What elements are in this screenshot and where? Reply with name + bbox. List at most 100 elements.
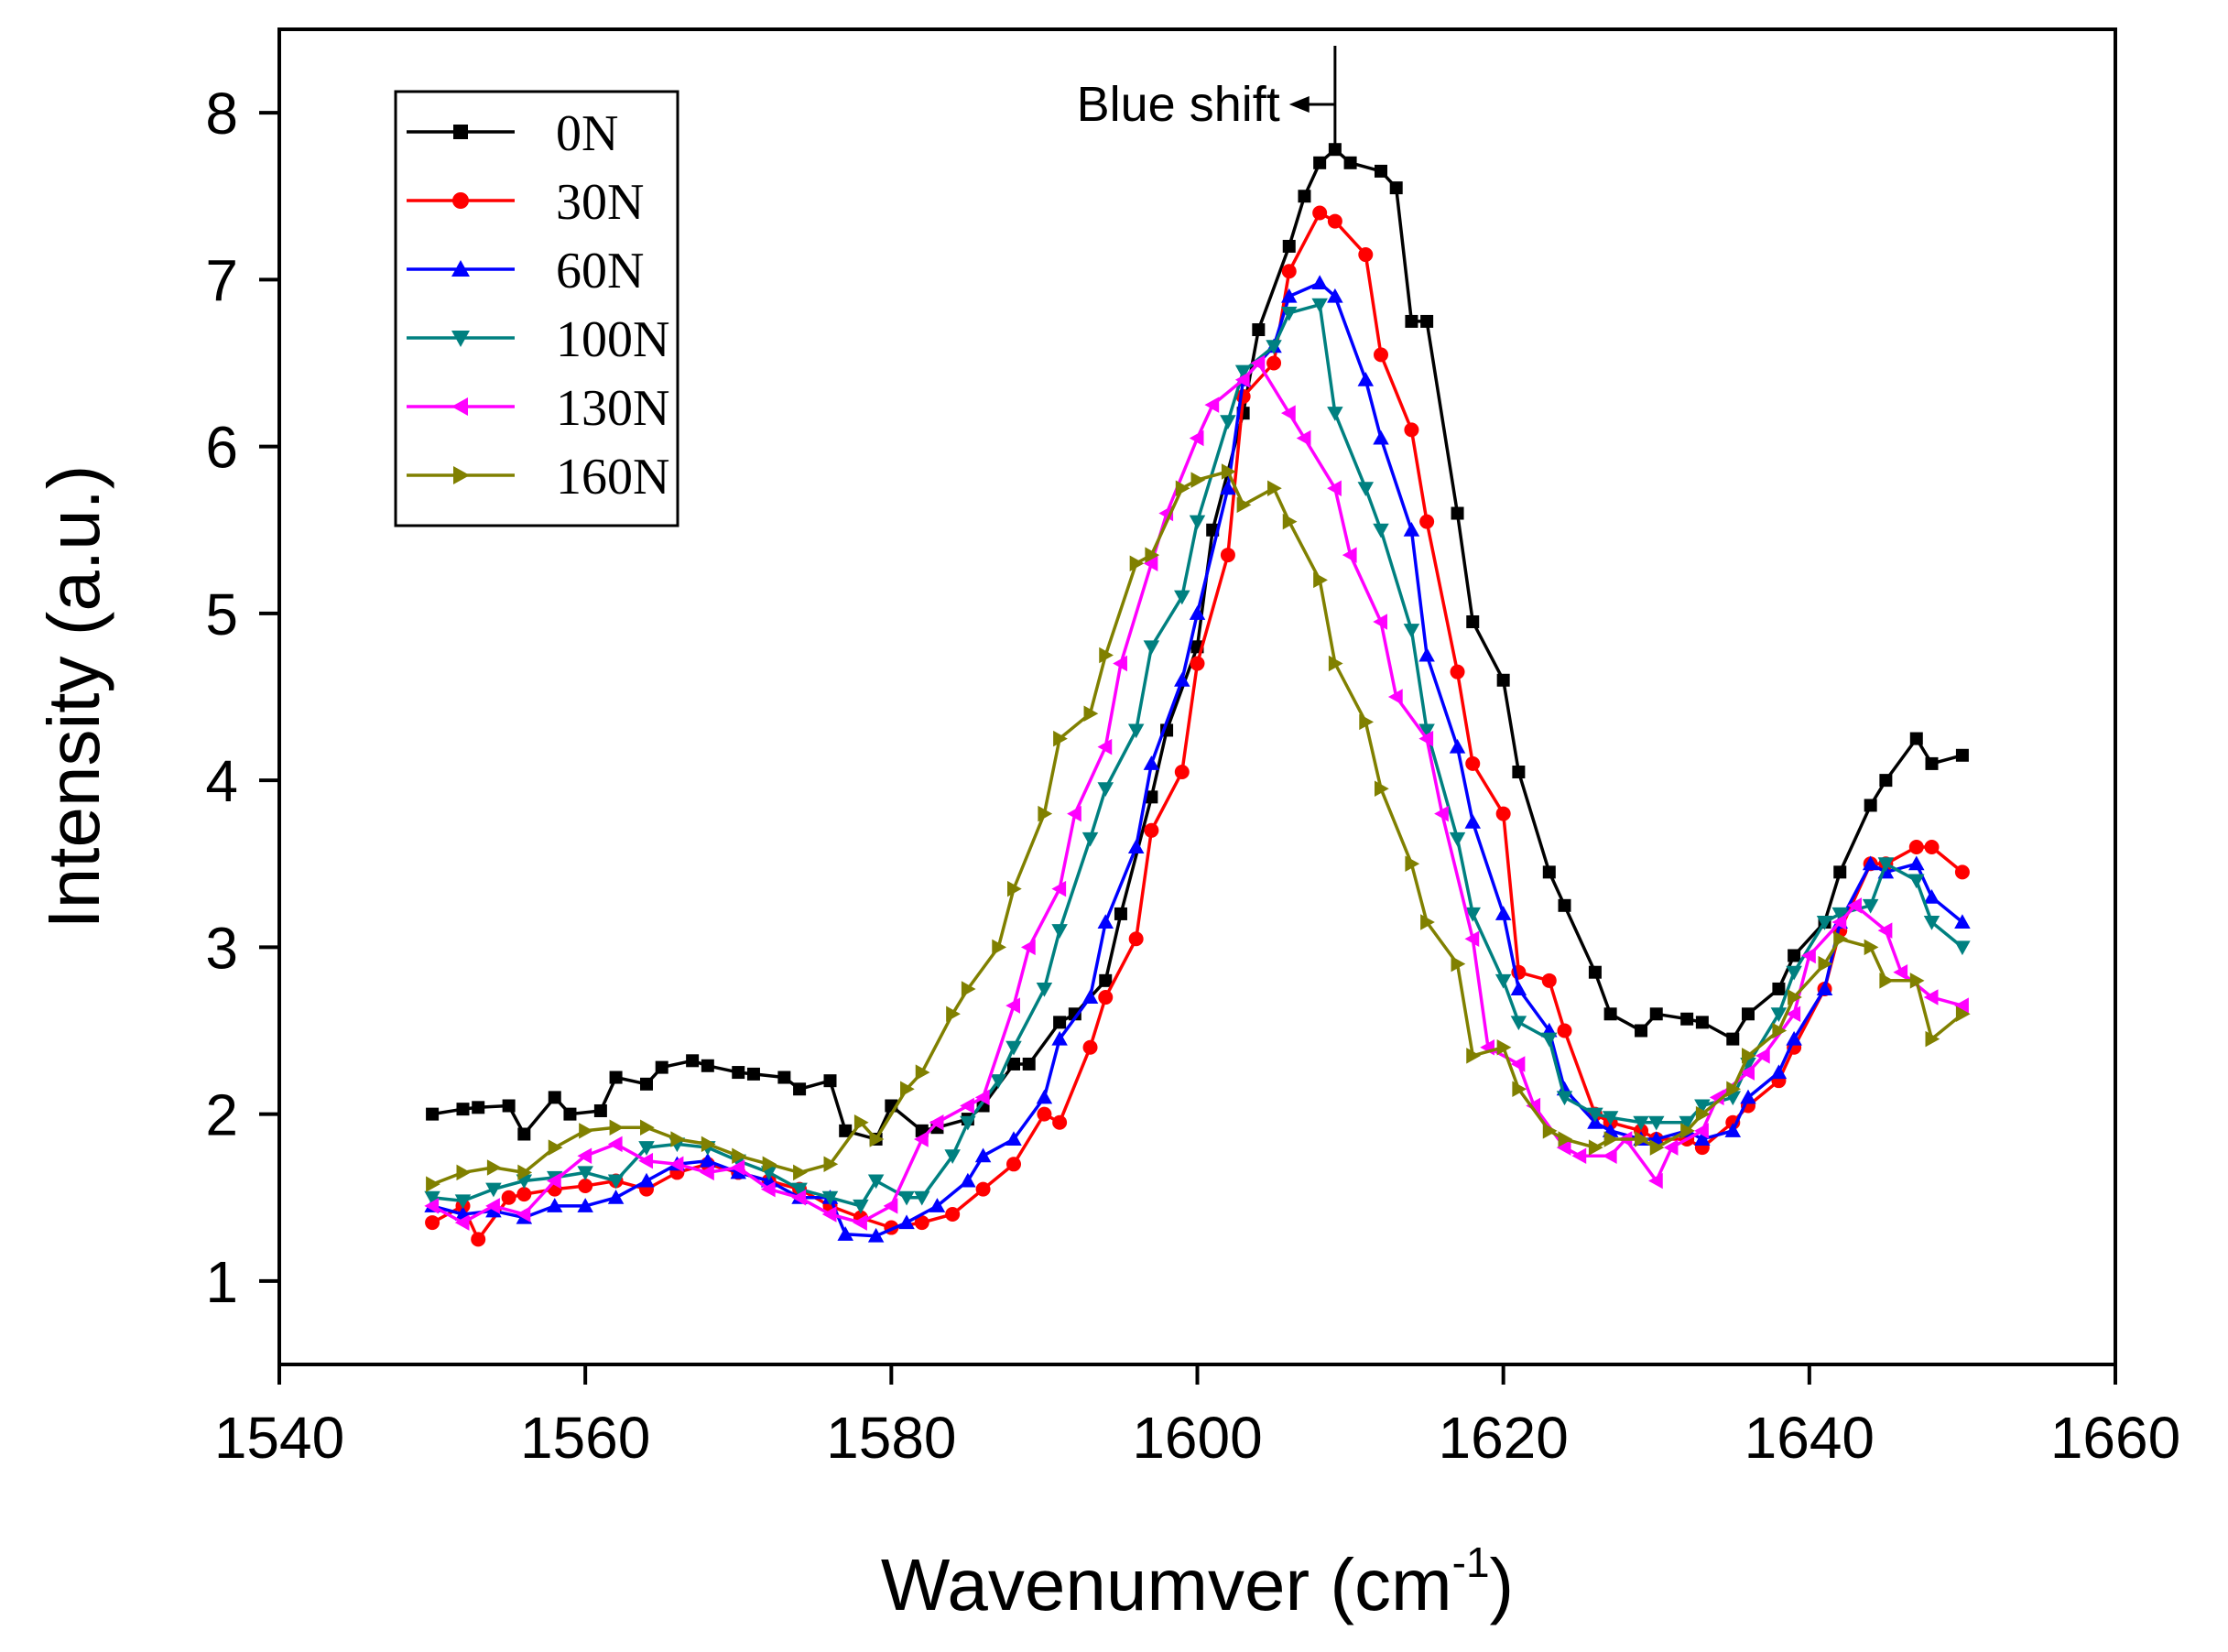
data-point-130N — [668, 1156, 684, 1173]
data-point-160N — [992, 939, 1007, 956]
data-point-30N — [1495, 806, 1511, 821]
data-point-100N — [1081, 831, 1099, 847]
data-point-160N — [609, 1119, 625, 1136]
data-point-60N — [1954, 914, 1971, 929]
data-point-0N — [563, 1107, 577, 1121]
data-point-130N — [1663, 1139, 1679, 1156]
y-axis-title: Intensity (a.u.) — [33, 465, 114, 929]
data-point-30N — [1404, 422, 1419, 438]
data-point-0N — [1068, 1007, 1081, 1021]
data-point-160N — [1221, 463, 1236, 480]
data-point-100N — [1679, 1115, 1695, 1131]
data-point-0N — [1695, 1016, 1709, 1029]
data-point-0N — [823, 1074, 837, 1088]
data-point-160N — [426, 1176, 440, 1192]
data-point-160N — [793, 1164, 808, 1181]
data-point-30N — [1557, 1023, 1572, 1038]
data-point-100N — [853, 1199, 869, 1214]
data-point-60N — [547, 1198, 563, 1212]
data-point-130N — [960, 1097, 974, 1114]
data-point-0N — [1788, 949, 1801, 962]
data-point-130N — [1893, 963, 1908, 981]
data-point-60N — [960, 1172, 976, 1188]
data-point-160N — [1742, 1048, 1756, 1064]
data-point-160N — [1083, 705, 1099, 722]
data-point-0N — [1053, 1016, 1067, 1029]
data-point-0N — [1022, 1057, 1036, 1071]
data-point-160N — [1420, 914, 1435, 930]
data-point-0N — [1328, 143, 1342, 157]
legend-marker-160N — [453, 466, 470, 484]
data-point-0N — [609, 1071, 623, 1084]
data-point-60N — [1327, 288, 1343, 303]
data-point-60N — [1494, 906, 1512, 920]
data-point-160N — [1695, 1105, 1711, 1123]
data-point-30N — [1281, 264, 1297, 279]
data-point-100N — [1464, 907, 1481, 922]
data-point-100N — [1189, 515, 1206, 530]
data-point-130N — [1234, 371, 1250, 388]
data-point-100N — [1602, 1111, 1619, 1126]
data-point-30N — [1266, 355, 1282, 371]
data-point-100N — [577, 1166, 593, 1181]
y-tick-label: 5 — [205, 581, 238, 647]
data-point-160N — [1558, 1131, 1573, 1147]
annotation-label: Blue shift — [1077, 77, 1280, 132]
data-point-0N — [1879, 774, 1893, 788]
data-point-160N — [1099, 647, 1114, 664]
data-point-0N — [456, 1103, 470, 1116]
data-point-130N — [1434, 805, 1449, 822]
data-point-30N — [1465, 755, 1481, 771]
data-point-30N — [1174, 765, 1190, 780]
data-point-0N — [593, 1103, 607, 1117]
data-point-0N — [1282, 239, 1296, 253]
data-point-100N — [1786, 965, 1802, 981]
data-point-0N — [1649, 1007, 1663, 1021]
data-point-100N — [454, 1194, 472, 1210]
data-point-30N — [914, 1215, 929, 1231]
data-point-100N — [1954, 940, 1971, 956]
data-point-0N — [1343, 156, 1357, 169]
data-point-160N — [1512, 1081, 1527, 1098]
data-point-130N — [516, 1206, 531, 1223]
data-point-30N — [1006, 1157, 1021, 1172]
data-point-160N — [456, 1164, 472, 1181]
data-point-0N — [640, 1077, 653, 1091]
data-point-160N — [915, 1064, 930, 1081]
data-point-130N — [1005, 997, 1020, 1014]
data-point-0N — [732, 1066, 745, 1080]
data-point-130N — [1694, 1123, 1709, 1139]
x-tick-label: 1580 — [826, 1405, 956, 1471]
data-point-100N — [1877, 857, 1895, 872]
data-point-100N — [791, 1182, 808, 1198]
data-point-100N — [1908, 874, 1925, 889]
data-point-130N — [700, 1164, 714, 1181]
data-point-30N — [425, 1215, 440, 1231]
data-point-60N — [1770, 1064, 1788, 1080]
data-point-160N — [1496, 1038, 1512, 1056]
data-point-100N — [1373, 523, 1389, 538]
data-point-30N — [1220, 548, 1235, 563]
data-point-160N — [1603, 1131, 1619, 1147]
data-point-160N — [670, 1131, 686, 1147]
data-point-60N — [1357, 371, 1375, 386]
data-point-60N — [1174, 672, 1190, 687]
data-point-60N — [1143, 755, 1160, 770]
data-point-160N — [1925, 1030, 1940, 1048]
data-point-0N — [1955, 748, 1969, 762]
data-point-130N — [1923, 989, 1939, 1005]
data-point-0N — [1925, 756, 1939, 770]
data-point-100N — [1816, 916, 1833, 930]
data-point-30N — [471, 1232, 486, 1247]
data-point-100N — [1357, 482, 1375, 496]
data-point-100N — [1862, 898, 1879, 914]
data-point-60N — [1908, 855, 1925, 871]
data-point-0N — [701, 1059, 714, 1072]
data-point-0N — [1451, 506, 1464, 520]
data-point-30N — [516, 1187, 532, 1202]
data-point-60N — [1923, 888, 1940, 904]
data-point-100N — [1311, 298, 1328, 313]
data-point-0N — [1603, 1007, 1617, 1021]
legend-marker-60N — [451, 260, 470, 277]
